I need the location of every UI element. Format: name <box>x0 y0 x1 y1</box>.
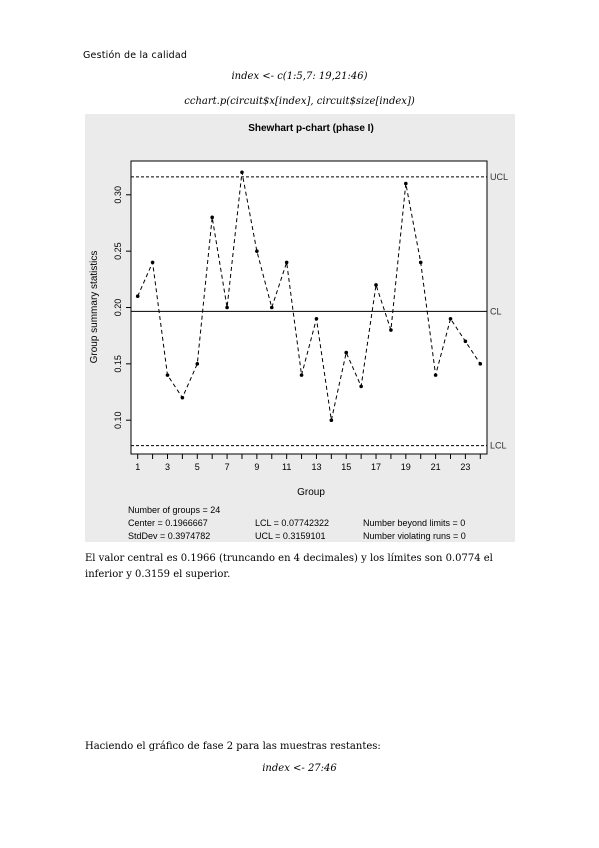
paragraph-phase2: Haciendo el gráfico de fase 2 para las m… <box>85 741 381 752</box>
data-point <box>478 362 483 366</box>
paragraph-limits: El valor central es 0.1966 (truncando en… <box>85 553 493 580</box>
y-tick-label: 0.15 <box>113 355 123 373</box>
data-point <box>195 362 200 366</box>
x-tick-label: 9 <box>254 462 259 472</box>
summary-violating-runs: Number violating runs = 0 <box>363 531 466 541</box>
data-point <box>404 181 408 186</box>
data-point <box>269 305 274 310</box>
x-tick-label: 23 <box>460 462 470 472</box>
data-point <box>418 260 423 265</box>
chart-title: Shewhart p-chart (phase I) <box>248 123 374 134</box>
y-tick-label: 0.10 <box>113 411 123 429</box>
summary-stddev: StdDev = 0.3974782 <box>128 531 210 541</box>
summary-ucl: UCL = 0.3159101 <box>255 531 325 541</box>
data-point <box>284 260 289 265</box>
data-point <box>463 339 468 344</box>
data-point <box>150 260 155 265</box>
y-tick-label: 0.25 <box>113 242 123 260</box>
y-tick-label: 0.20 <box>113 299 123 317</box>
p-chart: Shewhart p-chart (phase I) Group Group s… <box>85 114 515 542</box>
data-point <box>135 294 140 299</box>
summary-lcl: LCL = 0.07742322 <box>255 518 329 528</box>
x-tick-label: 17 <box>371 462 381 472</box>
data-point <box>344 350 349 355</box>
x-tick-label: 5 <box>195 462 200 472</box>
data-point <box>240 170 244 175</box>
page-header: Gestión de la calidad <box>83 50 188 61</box>
summary-beyond-limits: Number beyond limits = 0 <box>363 518 465 528</box>
series-line <box>137 172 481 421</box>
x-tick-label: 11 <box>282 462 291 472</box>
x-tick-label: 15 <box>341 462 351 472</box>
plot-area <box>130 160 488 455</box>
x-tick-label: 19 <box>401 462 411 472</box>
data-point <box>210 215 214 220</box>
data-point <box>389 328 393 332</box>
data-point <box>255 249 259 253</box>
ucl-label: UCL <box>490 172 508 182</box>
data-point <box>225 305 229 310</box>
x-tick-label: 21 <box>431 462 441 472</box>
data-point <box>314 316 319 321</box>
code-line-index: index <- c(1:5,7: 19,21:46) <box>231 71 368 82</box>
data-point <box>359 384 363 389</box>
x-tick-label: 13 <box>311 462 321 472</box>
y-axis-label: Group summary statistics <box>89 251 100 364</box>
lcl-label: LCL <box>490 441 507 451</box>
data-point <box>180 395 185 400</box>
x-tick-label: 3 <box>165 462 170 472</box>
summary-center: Center = 0.1966667 <box>128 518 208 528</box>
x-tick-label: 7 <box>225 462 230 472</box>
data-point <box>329 418 334 422</box>
summary-groups: Number of groups = 24 <box>128 505 220 515</box>
code-line-cchart: cchart.p(circuit$x[index], circuit$size[… <box>184 96 415 107</box>
data-point <box>299 373 304 377</box>
data-point <box>448 316 453 321</box>
data-point <box>165 373 170 377</box>
y-tick-label: 0.30 <box>113 186 123 204</box>
x-tick-label: 1 <box>135 462 140 472</box>
p-chart-svg: Shewhart p-chart (phase I) Group Group s… <box>89 123 508 541</box>
x-axis-label: Group <box>297 487 325 498</box>
cl-label: CL <box>490 306 502 316</box>
data-point <box>433 373 438 377</box>
data-point <box>374 283 378 287</box>
code-line-index-phase2: index <- 27:46 <box>262 763 337 774</box>
